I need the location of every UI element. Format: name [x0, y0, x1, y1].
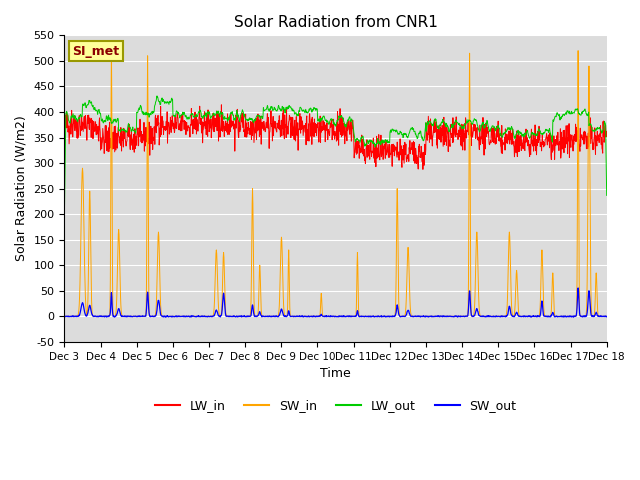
- X-axis label: Time: Time: [320, 367, 351, 380]
- Y-axis label: Solar Radiation (W/m2): Solar Radiation (W/m2): [15, 116, 28, 262]
- Legend: LW_in, SW_in, LW_out, SW_out: LW_in, SW_in, LW_out, SW_out: [150, 394, 522, 417]
- Title: Solar Radiation from CNR1: Solar Radiation from CNR1: [234, 15, 438, 30]
- Text: SI_met: SI_met: [72, 45, 120, 58]
